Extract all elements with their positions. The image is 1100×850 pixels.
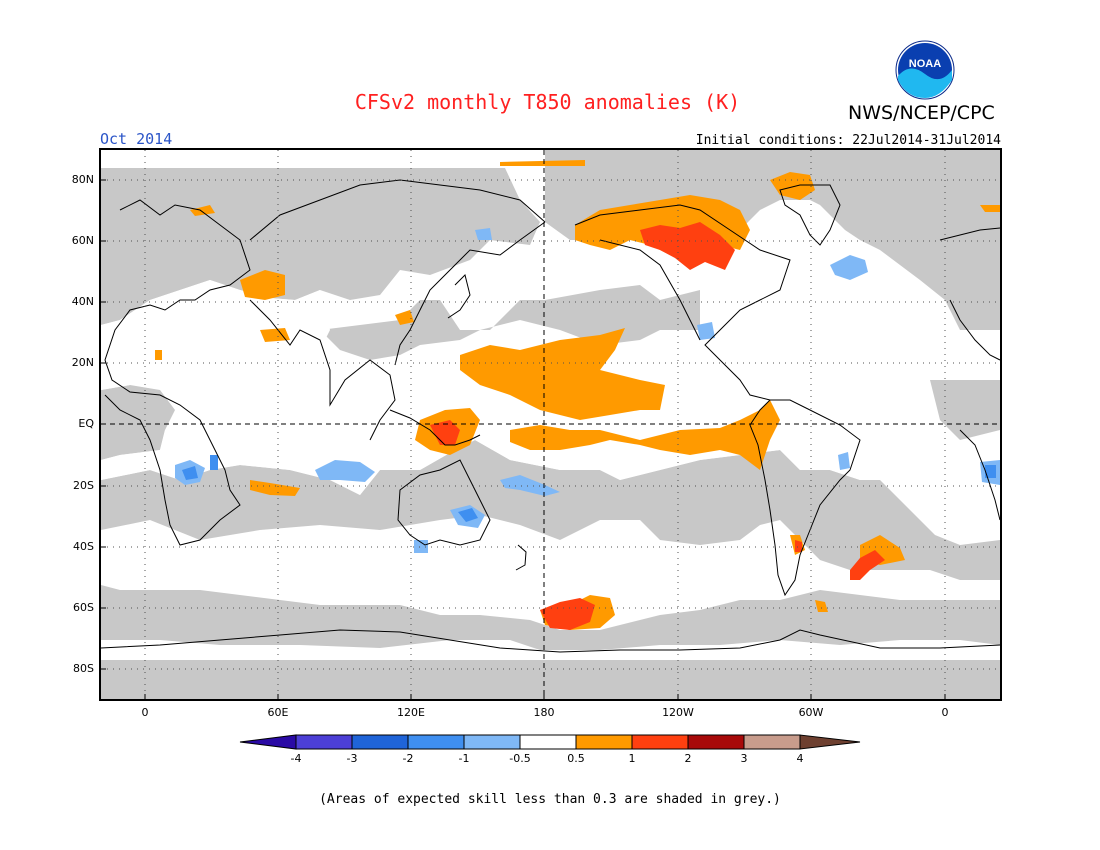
colorbar-cell xyxy=(631,734,689,750)
x-tick-label: 60E xyxy=(267,706,289,719)
colorbar xyxy=(239,734,861,750)
anomaly-patches xyxy=(155,160,1000,630)
colorbar-label: -3 xyxy=(346,752,358,765)
footnote: (Areas of expected skill less than 0.3 a… xyxy=(319,792,781,807)
colorbar-label: -4 xyxy=(290,752,302,765)
y-tick-label: 20N xyxy=(71,356,94,369)
x-tick-label: 180 xyxy=(533,706,555,719)
colorbar-label: -2 xyxy=(402,752,414,765)
y-tick-label: 60N xyxy=(71,234,94,247)
colorbar-cell xyxy=(575,734,633,750)
colorbar-cell xyxy=(351,734,409,750)
y-tick-label: EQ xyxy=(78,417,94,430)
x-tick-label: 120W xyxy=(662,706,694,719)
colorbar-cell xyxy=(519,734,577,750)
initial-conditions-label: Initial conditions: 22Jul2014-31Jul2014 xyxy=(695,133,1001,148)
colorbar-label: 0.5 xyxy=(567,752,585,765)
colorbar-label: 2 xyxy=(684,752,692,765)
colorbar-arrow-right xyxy=(799,734,861,750)
noaa-logo-icon: NOAA xyxy=(895,40,955,100)
colorbar-cell xyxy=(295,734,353,750)
y-tick-label: 40S xyxy=(73,540,94,553)
colorbar-cell xyxy=(407,734,465,750)
y-tick-label: 80S xyxy=(73,662,94,675)
axis-ticks xyxy=(101,179,946,699)
x-tick-label: 0 xyxy=(141,706,149,719)
colorbar-label: 4 xyxy=(796,752,804,765)
y-tick-label: 40N xyxy=(71,295,94,308)
y-tick-label: 80N xyxy=(71,173,94,186)
colorbar-cell xyxy=(743,734,801,750)
svg-text:NOAA: NOAA xyxy=(909,58,941,70)
x-tick-label: 0 xyxy=(941,706,949,719)
colorbar-cell xyxy=(687,734,745,750)
agency-label: NWS/NCEP/CPC xyxy=(848,102,995,124)
colorbar-arrow-left xyxy=(239,734,297,750)
y-tick-label: 60S xyxy=(73,601,94,614)
colorbar-label: 1 xyxy=(628,752,636,765)
period-label: Oct 2014 xyxy=(100,130,173,148)
x-tick-label: 120E xyxy=(397,706,425,719)
y-tick-label: 20S xyxy=(73,479,94,492)
colorbar-label: 3 xyxy=(740,752,748,765)
coastlines xyxy=(100,179,1001,653)
colorbar-label: -0.5 xyxy=(509,752,531,765)
colorbar-label: -1 xyxy=(458,752,470,765)
chart-title: CFSv2 monthly T850 anomalies (K) xyxy=(354,90,741,114)
colorbar-cell xyxy=(463,734,521,750)
x-tick-label: 60W xyxy=(798,706,824,719)
map-frame xyxy=(99,148,1002,701)
